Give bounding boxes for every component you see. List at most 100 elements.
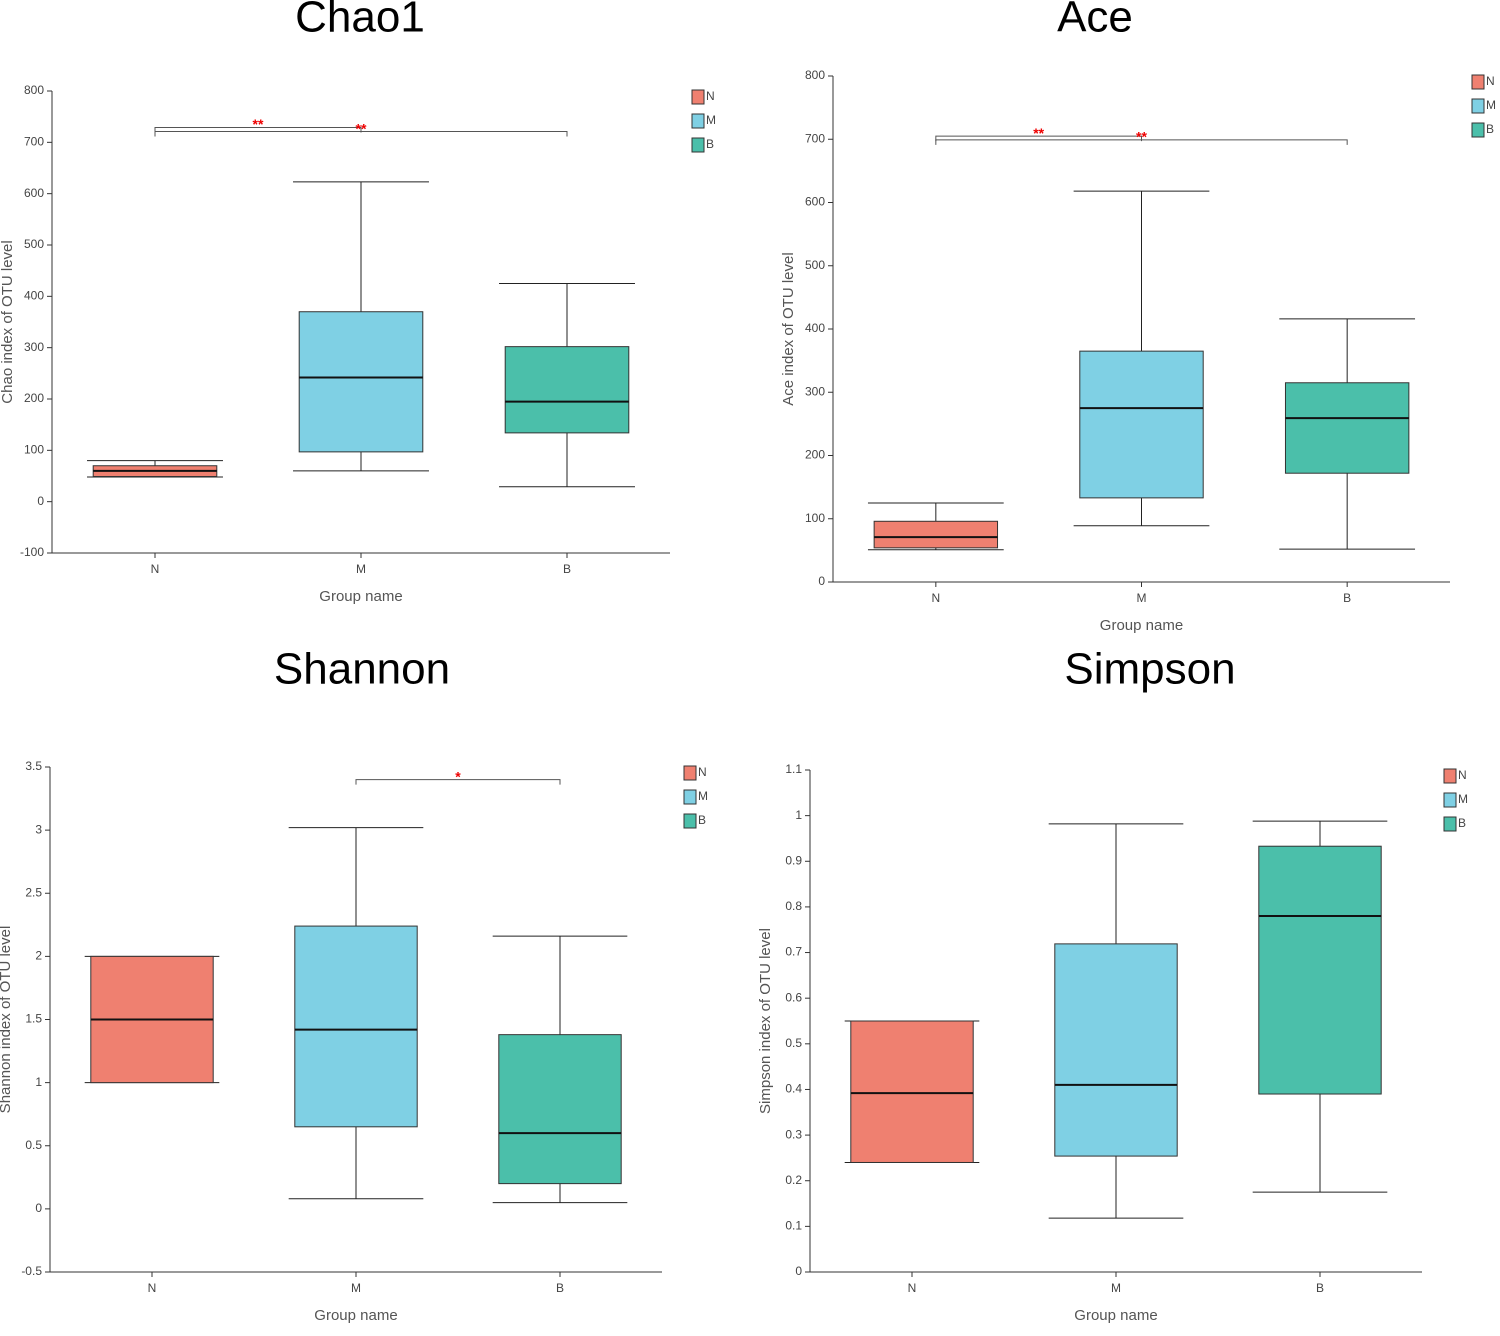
y-tick-label: 0: [795, 1264, 802, 1278]
legend-swatch: [1443, 792, 1457, 808]
significance-bracket: [154, 126, 362, 133]
legend-swatch: [1471, 98, 1485, 114]
x-tick-label: M: [356, 562, 366, 576]
legend-swatch: [1471, 74, 1485, 90]
y-tick-label: 400: [24, 289, 44, 303]
legend-label: M: [1486, 98, 1496, 112]
y-axis-label: Chao index of OTU level: [0, 240, 16, 403]
y-tick-label: 1.5: [25, 1012, 42, 1026]
legend-label: M: [698, 789, 708, 803]
y-tick-label: 0.3: [785, 1127, 802, 1141]
significance-label: *: [455, 768, 461, 784]
y-tick-label: 800: [24, 83, 44, 97]
x-tick-label: B: [556, 1281, 564, 1295]
y-tick-label: 100: [805, 511, 825, 525]
legend-swatch: [1443, 768, 1457, 784]
y-tick-label: 600: [805, 195, 825, 209]
significance-bracket: [935, 139, 1348, 145]
legend-label: N: [1458, 768, 1467, 782]
box: [1284, 382, 1410, 474]
box: [850, 1020, 974, 1163]
significance-bracket: [935, 135, 1142, 142]
legend-swatch: [691, 89, 705, 105]
legend-swatch: [691, 137, 705, 153]
significance-label: **: [1136, 129, 1147, 145]
box: [873, 520, 999, 549]
x-tick-label: M: [1111, 1281, 1121, 1295]
y-tick-label: 100: [24, 443, 44, 457]
y-tick-label: 500: [24, 237, 44, 251]
y-tick-label: 3.5: [25, 759, 42, 773]
box: [1079, 350, 1204, 499]
y-tick-label: 3: [35, 822, 42, 836]
y-tick-label: 200: [805, 448, 825, 462]
legend-label: B: [1486, 122, 1494, 136]
y-tick-label: 0.2: [785, 1173, 802, 1187]
legend-label: B: [1458, 816, 1466, 830]
chart-title: Ace: [1057, 0, 1133, 42]
x-tick-label: B: [563, 562, 571, 576]
x-tick-label: N: [148, 1281, 157, 1295]
box: [1054, 943, 1178, 1157]
chart-title: Simpson: [1064, 645, 1235, 694]
box: [1258, 845, 1382, 1095]
legend-swatch: [1471, 122, 1485, 138]
y-tick-label: 1: [35, 1075, 42, 1089]
y-axis-label: Ace index of OTU level: [780, 252, 797, 405]
y-tick-label: 1: [795, 808, 802, 822]
x-tick-label: N: [908, 1281, 917, 1295]
chart-title: Shannon: [274, 645, 450, 694]
x-axis-label: Group name: [314, 1307, 397, 1324]
x-axis-label: Group name: [319, 588, 402, 605]
legend-swatch: [683, 765, 697, 781]
significance-label: **: [253, 116, 264, 132]
y-tick-label: 700: [805, 131, 825, 145]
y-tick-label: 2: [35, 949, 42, 963]
legend-swatch: [1443, 816, 1457, 832]
x-tick-label: M: [351, 1281, 361, 1295]
y-tick-label: 0.5: [785, 1036, 802, 1050]
y-tick-label: 0: [35, 1201, 42, 1215]
box: [498, 1034, 622, 1185]
y-tick-label: 0.8: [785, 899, 802, 913]
y-tick-label: 800: [805, 68, 825, 82]
y-tick-label: 2.5: [25, 885, 42, 899]
y-tick-label: 400: [805, 321, 825, 335]
legend-label: N: [698, 765, 707, 779]
y-tick-label: 600: [24, 186, 44, 200]
y-tick-label: 300: [805, 384, 825, 398]
x-axis-label: Group name: [1074, 1307, 1157, 1324]
y-tick-label: 0.1: [785, 1219, 802, 1233]
y-tick-label: 0: [37, 494, 44, 508]
significance-label: **: [1033, 125, 1044, 141]
y-tick-label: 200: [24, 391, 44, 405]
box: [298, 311, 424, 453]
legend-swatch: [683, 789, 697, 805]
x-tick-label: N: [151, 562, 160, 576]
legend-label: B: [706, 137, 714, 151]
legend-swatch: [691, 113, 705, 129]
y-axis-label: Shannon index of OTU level: [0, 926, 14, 1114]
y-tick-label: 0: [818, 574, 825, 588]
y-tick-label: 0.7: [785, 945, 802, 959]
x-tick-label: B: [1316, 1281, 1324, 1295]
legend-label: M: [1458, 792, 1468, 806]
significance-bracket: [355, 779, 561, 785]
significance-label: **: [356, 120, 367, 136]
legend-swatch: [683, 813, 697, 829]
y-tick-label: 0.9: [785, 853, 802, 867]
significance-bracket: [154, 131, 568, 137]
y-tick-label: 0.5: [25, 1138, 42, 1152]
legend-label: N: [1486, 74, 1495, 88]
x-tick-label: B: [1343, 591, 1351, 605]
box: [504, 346, 630, 434]
y-tick-label: 700: [24, 135, 44, 149]
y-tick-label: -100: [20, 545, 44, 559]
y-tick-label: 300: [24, 340, 44, 354]
y-tick-label: 0.6: [785, 990, 802, 1004]
chart-title: Chao1: [295, 0, 425, 42]
legend-label: M: [706, 113, 716, 127]
y-tick-label: -0.5: [21, 1264, 42, 1278]
y-axis-label: Simpson index of OTU level: [757, 928, 774, 1114]
